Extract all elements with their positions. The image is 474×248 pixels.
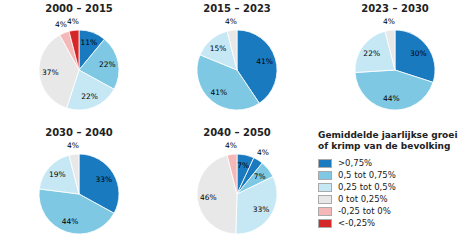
data-label: 22% [363, 49, 380, 58]
slice-labels: 33% 44% 19% 4% [49, 141, 112, 226]
data-label: 7% [237, 161, 249, 170]
pie-chart: 2000 – 2015 11% 22% 22% 37% 4%4% [39, 3, 119, 110]
data-label: 41% [210, 88, 227, 97]
slices [197, 154, 277, 234]
data-label: 46% [200, 193, 217, 202]
legend-label: >0,75% [338, 157, 372, 169]
data-label: 22% [99, 60, 116, 69]
pie-slice [227, 30, 237, 70]
data-label: 4% [225, 17, 237, 26]
legend: Gemiddelde jaarlijkse groei of krimp van… [318, 130, 468, 229]
chart-title: 2015 – 2023 [203, 3, 271, 14]
slice-labels: 41% 41% 15% 4% [210, 17, 273, 97]
data-label: 4% [225, 141, 237, 150]
legend-label: 0,5 tot 0,75% [338, 169, 396, 181]
pie-slice [227, 154, 237, 194]
data-label: 37% [42, 68, 59, 77]
pie-chart: 2040 – 2050 7% 4% 7% 33% 46% 4% [197, 127, 277, 234]
legend-label: -0,25 tot 0% [338, 205, 391, 217]
legend-swatch [318, 219, 332, 228]
legend-label: <-0,25% [338, 217, 375, 229]
data-label: 33% [95, 175, 112, 184]
data-label: 7% [254, 172, 266, 181]
slices [39, 154, 119, 234]
data-label: 4% [67, 17, 79, 26]
data-label: 4% [257, 148, 269, 157]
data-label: 4% [383, 17, 395, 26]
legend-item: -0,25 tot 0% [318, 205, 468, 217]
legend-item: >0,75% [318, 157, 468, 169]
pie-chart: 2023 – 2030 30% 44% 22% 4% [355, 3, 435, 110]
slice-labels: 30% 44% 22% 4% [363, 17, 426, 103]
legend-swatch [318, 159, 332, 168]
chart-title: 2023 – 2030 [361, 3, 429, 14]
slices [39, 30, 119, 110]
legend-swatch [318, 171, 332, 180]
legend-item: 0,25 tot 0,5% [318, 181, 468, 193]
data-label: 22% [81, 92, 98, 101]
legend-swatch [318, 183, 332, 192]
slices [197, 30, 277, 110]
pie-chart: 2015 – 2023 41% 41% 15% 4% [197, 3, 277, 110]
pie-slice [69, 154, 79, 194]
legend-item: <-0,25% [318, 217, 468, 229]
legend-item: 0,5 tot 0,75% [318, 169, 468, 181]
legend-label: 0,25 tot 0,5% [338, 181, 396, 193]
data-label: 41% [256, 57, 273, 66]
slices [355, 30, 435, 110]
data-label: 33% [253, 205, 270, 214]
data-label: 44% [383, 94, 400, 103]
data-label: 4% [67, 141, 79, 150]
data-label: 15% [210, 44, 227, 53]
data-label: 30% [410, 49, 427, 58]
slice-labels: 11% 22% 22% 37% 4%4% [42, 17, 116, 101]
chart: 2000 – 201511%22%22%37%4%4%2015 – 202341… [0, 0, 474, 248]
pie-chart: 2030 – 2040 33% 44% 19% 4% [39, 127, 119, 234]
pie-slice [385, 30, 395, 70]
chart-title: 2030 – 2040 [45, 127, 113, 138]
data-label: 4% [55, 20, 67, 29]
data-label: 19% [49, 170, 66, 179]
chart-title: 2000 – 2015 [45, 3, 113, 14]
pie-slice [69, 30, 79, 70]
legend-swatch [318, 207, 332, 216]
pie-slice [236, 177, 277, 234]
legend-item: 0 tot 0,25% [318, 193, 468, 205]
pie-slice [355, 70, 433, 110]
data-label: 44% [62, 217, 79, 226]
legend-swatch [318, 195, 332, 204]
pie-slice [39, 189, 114, 234]
data-label: 11% [80, 38, 97, 47]
slice-labels: 7% 4% 7% 33% 46% 4% [200, 141, 269, 214]
legend-title: Gemiddelde jaarlijkse groei of krimp van… [318, 130, 468, 152]
legend-label: 0 tot 0,25% [338, 193, 388, 205]
chart-title: 2040 – 2050 [203, 127, 271, 138]
